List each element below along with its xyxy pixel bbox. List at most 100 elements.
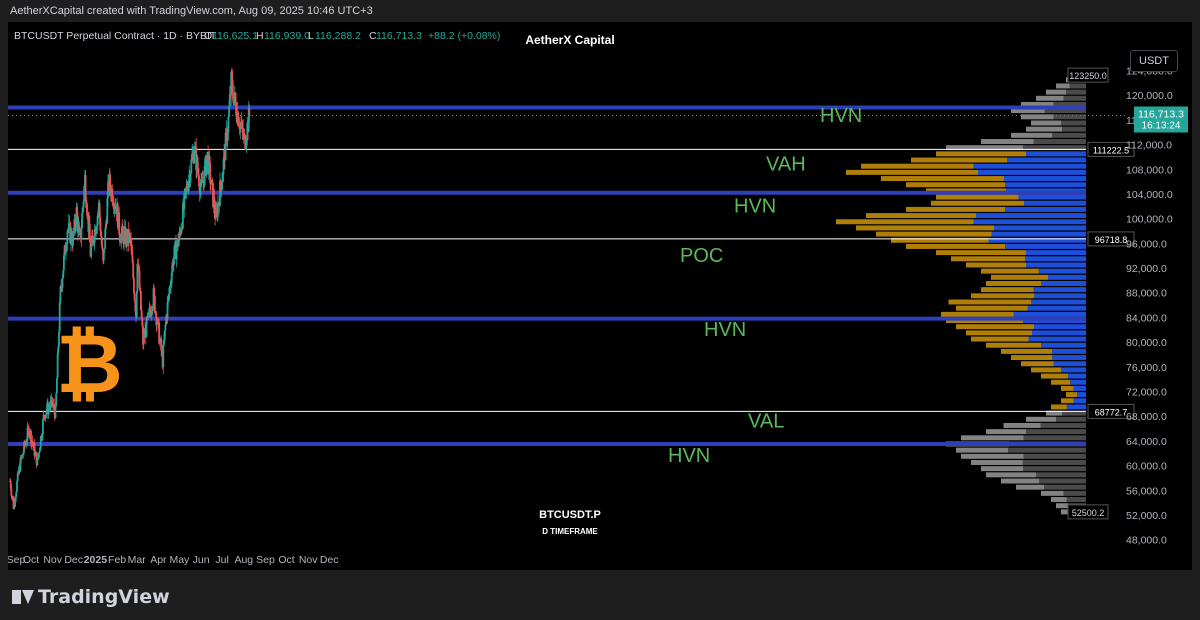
candle-body [23,442,25,453]
chart-pane[interactable]: ₿ 111222.5 96718.8 68772.7 123250.0 52500.2 … [7,22,1192,570]
candle-body [146,318,149,320]
profile-bar-up [1025,256,1086,262]
candle-body [140,291,142,311]
footer: TradingView [0,570,1200,620]
candle-body [160,338,163,351]
profile-bar-down [1061,385,1074,391]
profile-bar-down [1026,416,1056,422]
candle-body [193,146,196,154]
profile-bar-up [1066,497,1086,503]
candle-body [177,239,180,247]
candle-body [84,174,87,200]
open-value: 116,625.1 [212,30,258,42]
profile-bar-up [1033,139,1086,144]
candles [9,67,251,510]
profile-bar-down [966,330,1032,336]
profile-bar-up [1052,355,1086,361]
candle-body [45,411,48,415]
profile-bar-down [1031,120,1062,126]
candle-body [183,192,186,209]
price-chart[interactable]: ₿ 111222.596718.868772.7123250.052500.2 … [7,22,1192,570]
profile-bar-up [1008,447,1086,453]
profile-bar-up [1053,101,1086,107]
x-tick-label: Oct [278,554,294,566]
candle-body [165,316,167,325]
candle-body [180,228,183,234]
candle-body [235,102,237,116]
candle-body [57,346,60,354]
candle-body [85,199,88,209]
y-tick-label: 52,000.0 [1126,510,1167,522]
profile-bar-up [1038,268,1086,274]
candle-body [193,153,195,163]
profile-bar-down [1026,126,1062,132]
candle-body [154,295,156,313]
candle-body [219,180,222,186]
candle-body [72,232,75,235]
open-label: O [204,30,212,42]
x-tick-label: 2025 [84,554,108,566]
candle-body [14,496,17,503]
x-tick-label: Aug [234,554,253,566]
candle-body [112,202,114,205]
level-labels: HVN VAH HVN POC HVN VAL HVN [668,105,862,467]
profile-bar-down [1021,101,1054,107]
tradingview-logo-icon [12,590,34,604]
profile-bar-up [1023,435,1086,441]
watermark-symbol: BTCUSDT.P [539,509,601,521]
profile-bar-down [946,145,1023,151]
candle-body [9,481,12,490]
y-tick-label: 104,000.0 [1126,189,1173,201]
candle-body [131,255,134,263]
profile-bar-up [1062,126,1086,132]
candle-body [67,222,70,230]
profile-bar-up [973,163,1086,169]
profile-bar-up [1056,416,1086,422]
candle-body [56,378,58,394]
candle-body [100,231,102,237]
profile-bar-up [1068,373,1086,379]
x-tick-label: Sep [256,554,275,566]
candle-body [58,331,60,347]
candle-body [189,172,192,183]
profile-bar-up [1022,460,1086,465]
profile-bar-up [1052,348,1086,354]
profile-bar-down [931,200,1024,206]
candle-body [170,284,172,287]
candle-body [95,229,97,235]
y-tick-label: 112,000.0 [1126,140,1172,152]
profile-bar-up [1077,392,1086,398]
profile-extreme-text: 123250.0 [1069,71,1107,81]
profile-bar-up [1041,280,1086,286]
candle-body [105,223,107,229]
profile-bar-up [991,231,1086,237]
candle-body [182,203,184,229]
profile-bar-up [1069,83,1086,89]
profile-bar-up [1013,311,1086,317]
profile-bar-down [876,231,992,237]
x-tick-label: Jun [193,554,210,566]
candle-body [227,116,230,132]
candle-body [33,442,36,456]
profile-extreme-tag [1067,67,1109,83]
candle-body [53,403,55,411]
profile-bar-down [1016,484,1044,490]
candle-body [226,131,229,142]
candle-body [238,125,240,127]
candle-body [103,248,106,250]
candle-body [76,207,79,217]
candle-body [186,186,188,190]
x-tick-label: Dec [320,554,339,566]
tradingview-logo[interactable]: TradingView [12,586,170,608]
currency-button[interactable]: USDT [1130,50,1178,72]
x-tick-label: May [169,554,190,566]
profile-bar-down [961,453,1024,459]
profile-bar-down [981,268,1039,274]
profile-bar-down [1066,392,1077,398]
profile-bar-up [978,169,1086,175]
profile-bar-down [948,299,1031,305]
candle-body [26,427,29,441]
candle-body [19,457,22,472]
profile-bar-up [1053,361,1086,367]
profile-bar-down [936,250,1026,256]
